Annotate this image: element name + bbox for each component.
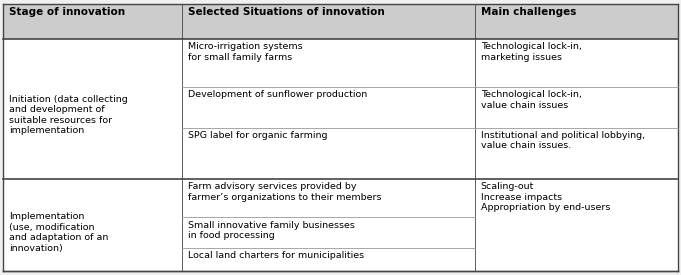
Text: Small innovative family businesses
in food processing: Small innovative family businesses in fo… xyxy=(187,221,354,240)
Text: Selected Situations of innovation: Selected Situations of innovation xyxy=(187,7,384,17)
Text: Stage of innovation: Stage of innovation xyxy=(9,7,125,17)
Text: Micro-irrigation systems
for small family farms: Micro-irrigation systems for small famil… xyxy=(187,42,302,62)
Text: Initiation (data collecting
and development of
suitable resources for
implementa: Initiation (data collecting and developm… xyxy=(9,95,127,135)
Text: Main challenges: Main challenges xyxy=(481,7,576,17)
Text: SPG label for organic farming: SPG label for organic farming xyxy=(187,131,327,140)
Bar xyxy=(3,4,678,39)
Bar xyxy=(3,179,678,271)
Bar xyxy=(3,39,678,179)
Text: Technological lock-in,
value chain issues: Technological lock-in, value chain issue… xyxy=(481,90,582,110)
Text: Technological lock-in,
marketing issues: Technological lock-in, marketing issues xyxy=(481,42,582,62)
Text: Development of sunflower production: Development of sunflower production xyxy=(187,90,367,100)
Text: Local land charters for municipalities: Local land charters for municipalities xyxy=(187,251,364,260)
Text: Farm advisory services provided by
farmer’s organizations to their members: Farm advisory services provided by farme… xyxy=(187,182,381,202)
Text: Scaling-out
Increase impacts
Appropriation by end-users: Scaling-out Increase impacts Appropriati… xyxy=(481,182,610,212)
Text: Institutional and political lobbying,
value chain issues.: Institutional and political lobbying, va… xyxy=(481,131,645,150)
Text: Implementation
(use, modification
and adaptation of an
innovation): Implementation (use, modification and ad… xyxy=(9,213,108,253)
